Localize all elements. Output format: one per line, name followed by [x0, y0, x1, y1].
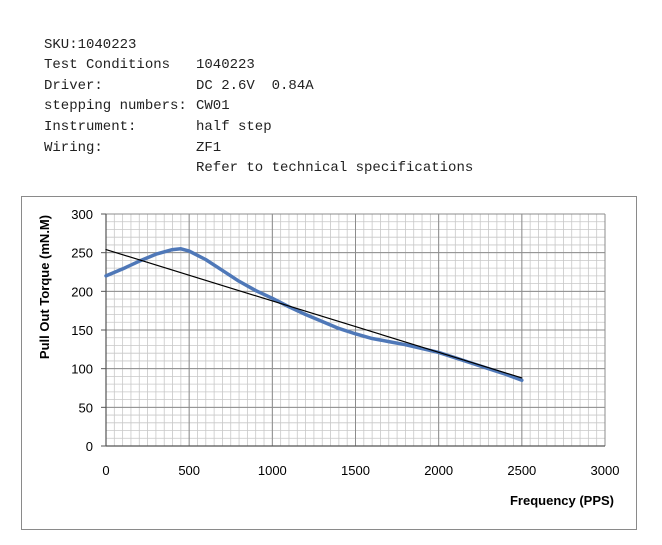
- x-tick-label: 0: [102, 463, 109, 478]
- spec-row-sku: SKU:1040223 1040223: [44, 14, 255, 74]
- y-tick-label: 250: [71, 246, 93, 261]
- trend-line: [105, 248, 523, 379]
- y-tick-label: 50: [79, 400, 93, 415]
- spec-key: Test Conditions: [44, 57, 171, 74]
- y-tick-label: 150: [71, 323, 93, 338]
- chart-frame: [21, 196, 637, 530]
- spec-value: Refer to technical specifications: [196, 160, 474, 177]
- y-tick-label: 0: [86, 439, 93, 454]
- x-tick-label: 1500: [341, 463, 370, 478]
- spec-row-instrument: Instrument: ZF1: [44, 96, 221, 156]
- tick-labels: 0 500 1000 1500 2000 2500 3000 0 50 100 150 200 250 3…: [71, 207, 619, 478]
- spec-value: CW01: [196, 98, 230, 115]
- x-tick-label: 2500: [507, 463, 536, 478]
- x-axis-title: Frequency (PPS): [510, 493, 614, 508]
- spec-row-stepping: stepping numbers: half step: [44, 76, 272, 135]
- spec-value: half step: [196, 118, 272, 135]
- spec-table: SKU:1040223 1040223 Test Conditions DC 2…: [44, 14, 473, 177]
- y-tick-label: 300: [71, 207, 93, 222]
- spec-value: DC 2.6V 0.84A: [196, 77, 314, 94]
- spec-key: SKU:1040223: [44, 36, 137, 53]
- spec-key: Wiring:: [44, 139, 103, 156]
- x-tick-label: 1000: [258, 463, 287, 478]
- y-axis-title: Pull Out Torque (mN.M): [37, 215, 52, 359]
- spec-key: Instrument:: [44, 118, 137, 135]
- series: [104, 247, 524, 383]
- x-tick-label: 3000: [591, 463, 620, 478]
- x-tick-label: 500: [178, 463, 200, 478]
- spec-row-wiring: Wiring: Refer to technical specification…: [44, 117, 473, 177]
- spec-key: stepping numbers:: [44, 98, 187, 115]
- y-tick-label: 100: [71, 362, 93, 377]
- axes: [101, 213, 605, 447]
- spec-row-test-conditions: Test Conditions DC 2.6V 0.84A: [44, 35, 314, 94]
- spec-value: ZF1: [196, 139, 222, 156]
- spec-value: 1040223: [196, 57, 255, 74]
- spec-row-driver: Driver: CW01: [44, 55, 230, 115]
- x-tick-label: 2000: [424, 463, 453, 478]
- y-tick-label: 200: [71, 284, 93, 299]
- spec-key: Driver:: [44, 77, 103, 94]
